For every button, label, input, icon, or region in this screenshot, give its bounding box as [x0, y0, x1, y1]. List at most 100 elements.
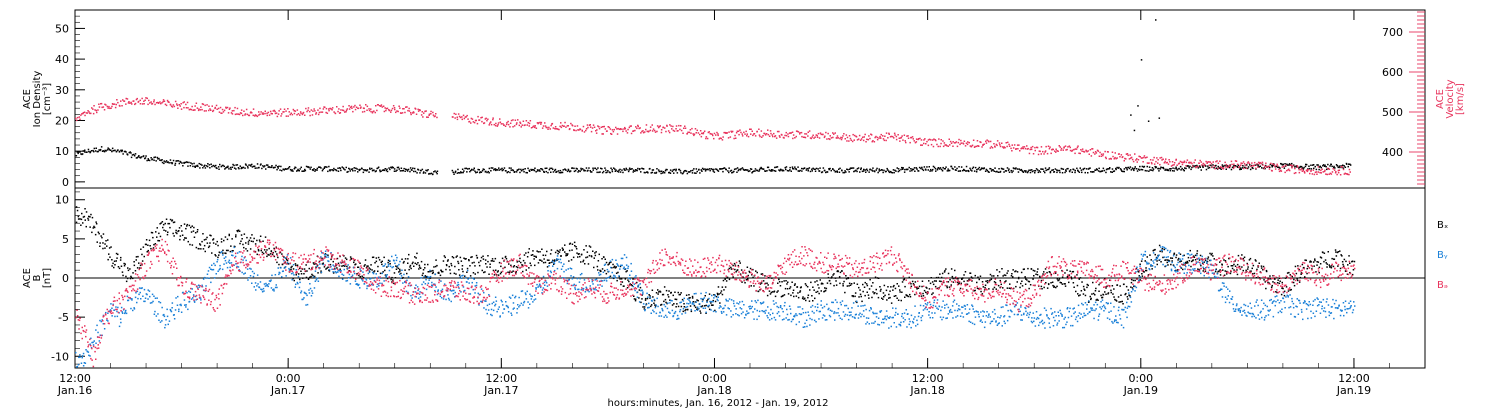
data-point — [418, 266, 421, 268]
data-point — [880, 137, 882, 139]
data-point — [1034, 149, 1036, 152]
data-point — [1044, 167, 1047, 169]
data-point — [831, 276, 833, 278]
data-point — [736, 167, 739, 169]
data-point — [126, 154, 129, 156]
data-point — [157, 102, 160, 104]
data-point — [677, 291, 679, 294]
data-point — [1238, 165, 1241, 168]
data-point — [314, 110, 316, 112]
data-point — [393, 170, 396, 172]
data-point — [626, 168, 628, 171]
data-point — [764, 132, 766, 135]
data-point — [472, 272, 475, 274]
data-point — [736, 130, 739, 132]
data-point — [1114, 298, 1116, 301]
data-point — [511, 271, 513, 273]
data-point — [616, 279, 618, 282]
data-point — [370, 264, 372, 266]
data-point — [1302, 168, 1305, 170]
data-point — [558, 251, 561, 253]
data-point — [894, 169, 896, 172]
data-point — [435, 259, 437, 261]
data-point — [1343, 165, 1345, 167]
data-point — [488, 167, 491, 170]
data-point — [194, 105, 196, 107]
data-point — [1126, 153, 1129, 155]
data-point — [632, 130, 635, 132]
data-point — [201, 103, 204, 105]
data-point — [852, 133, 854, 136]
data-point — [714, 300, 717, 303]
data-point — [980, 168, 982, 171]
data-point — [616, 133, 619, 135]
data-point — [125, 103, 127, 105]
data-point — [1008, 168, 1010, 170]
data-point — [180, 225, 182, 227]
data-point — [619, 278, 621, 280]
data-point — [612, 263, 614, 266]
data-point — [494, 124, 497, 127]
data-point — [774, 135, 777, 137]
data-point — [1070, 278, 1073, 280]
data-point — [1335, 171, 1337, 173]
data-point — [774, 295, 777, 298]
data-point — [326, 267, 328, 269]
data-point — [1071, 171, 1073, 173]
data-point — [1180, 169, 1182, 171]
data-point — [502, 169, 505, 171]
data-point — [1304, 172, 1306, 174]
data-point — [915, 141, 918, 143]
data-point — [1240, 164, 1242, 166]
data-point — [185, 103, 187, 106]
data-point — [304, 169, 307, 172]
data-point — [280, 165, 282, 168]
data-point — [642, 168, 645, 170]
data-point — [433, 266, 435, 268]
data-point — [1108, 167, 1111, 170]
data-point — [1170, 257, 1172, 259]
data-point — [795, 135, 797, 138]
data-point — [420, 260, 423, 263]
data-point — [1157, 162, 1159, 164]
data-point — [254, 114, 257, 116]
data-point — [790, 294, 792, 297]
data-point — [198, 248, 200, 250]
data-point — [324, 106, 326, 108]
data-point — [576, 168, 578, 170]
data-point — [139, 103, 142, 105]
data-point — [690, 310, 693, 313]
data-point — [375, 257, 378, 259]
data-point — [250, 240, 253, 242]
data-point — [1339, 250, 1341, 252]
data-point — [617, 171, 620, 173]
data-point — [236, 252, 239, 254]
data-point — [607, 170, 609, 172]
data-point — [76, 116, 79, 119]
data-point — [113, 260, 116, 262]
data-point — [834, 277, 837, 279]
data-point — [125, 312, 128, 315]
data-point — [664, 127, 666, 129]
data-point — [891, 172, 894, 174]
data-point — [121, 311, 123, 313]
data-point — [555, 128, 557, 130]
data-point — [926, 293, 928, 295]
data-point — [266, 284, 268, 286]
data-point — [161, 320, 163, 322]
data-point — [349, 170, 351, 172]
data-point — [295, 274, 297, 276]
data-point — [834, 132, 836, 134]
data-point — [1280, 293, 1283, 296]
data-point — [95, 342, 97, 344]
data-point — [816, 280, 818, 282]
data-point — [568, 249, 571, 252]
data-point — [560, 255, 562, 257]
data-point — [1053, 285, 1055, 288]
data-point — [1071, 271, 1074, 273]
data-point — [310, 166, 312, 169]
data-point — [1134, 279, 1136, 282]
data-point — [509, 122, 512, 124]
data-point — [756, 130, 758, 133]
data-point — [669, 299, 671, 301]
